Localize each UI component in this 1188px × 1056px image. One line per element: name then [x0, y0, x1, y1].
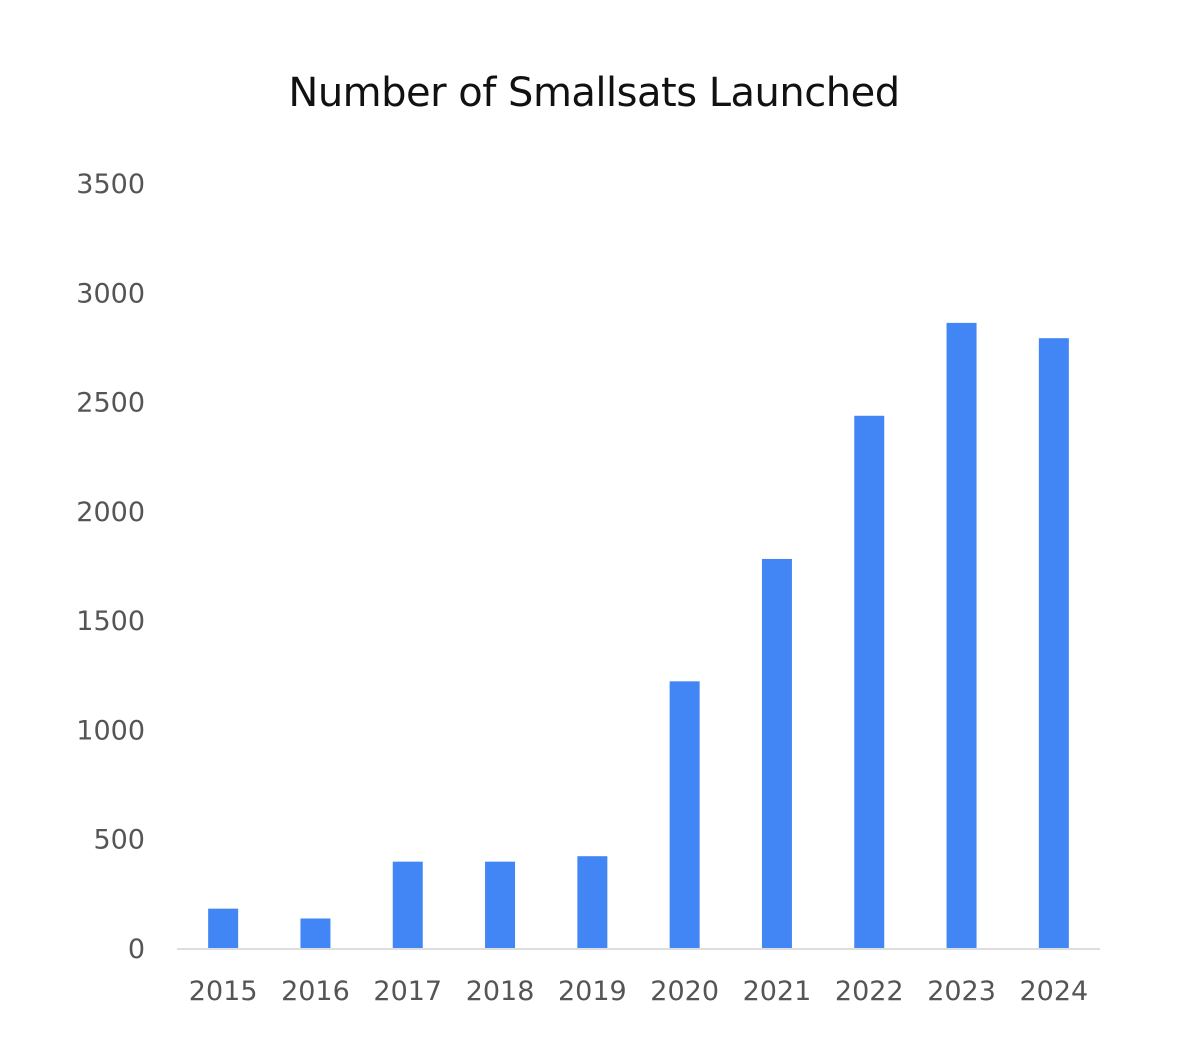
bars	[208, 322, 1069, 949]
chart-title: Number of Smallsats Launched	[288, 70, 900, 116]
y-tick-label: 0	[128, 934, 145, 965]
bar-2022	[854, 415, 885, 948]
bar-2018	[485, 861, 516, 948]
x-tick-label: 2015	[189, 976, 258, 1007]
x-tick-label: 2016	[281, 976, 350, 1007]
bar-2023	[946, 322, 977, 948]
bar-2021	[761, 558, 792, 948]
y-tick-label: 1000	[76, 715, 145, 746]
y-tick-label: 3000	[76, 278, 145, 309]
x-tick-label: 2024	[1019, 976, 1088, 1007]
x-tick-label: 2022	[835, 976, 904, 1007]
y-tick-label: 2000	[76, 497, 145, 528]
bar-2017	[392, 861, 423, 948]
bar-2016	[300, 918, 331, 948]
x-tick-label: 2021	[743, 976, 812, 1007]
x-axis-ticks: 2015 2016 2017 2018 2019 2020 2021 2022 2023 2024	[189, 976, 1088, 1007]
x-tick-label: 2017	[373, 976, 442, 1007]
bar-2015	[208, 908, 239, 948]
y-tick-label: 2500	[76, 388, 145, 419]
bar-2024	[1038, 338, 1069, 949]
x-tick-label: 2020	[650, 976, 719, 1007]
y-tick-label: 1500	[76, 606, 145, 637]
bar-2020	[669, 681, 700, 948]
y-tick-label: 500	[93, 825, 145, 856]
x-tick-label: 2019	[558, 976, 627, 1007]
y-tick-label: 3500	[76, 169, 145, 200]
y-axis-ticks: 0 500 1000 1500 2000 2500 3000 3500	[76, 169, 145, 965]
x-tick-label: 2018	[466, 976, 535, 1007]
bar-2019	[577, 856, 608, 948]
x-tick-label: 2023	[927, 976, 996, 1007]
